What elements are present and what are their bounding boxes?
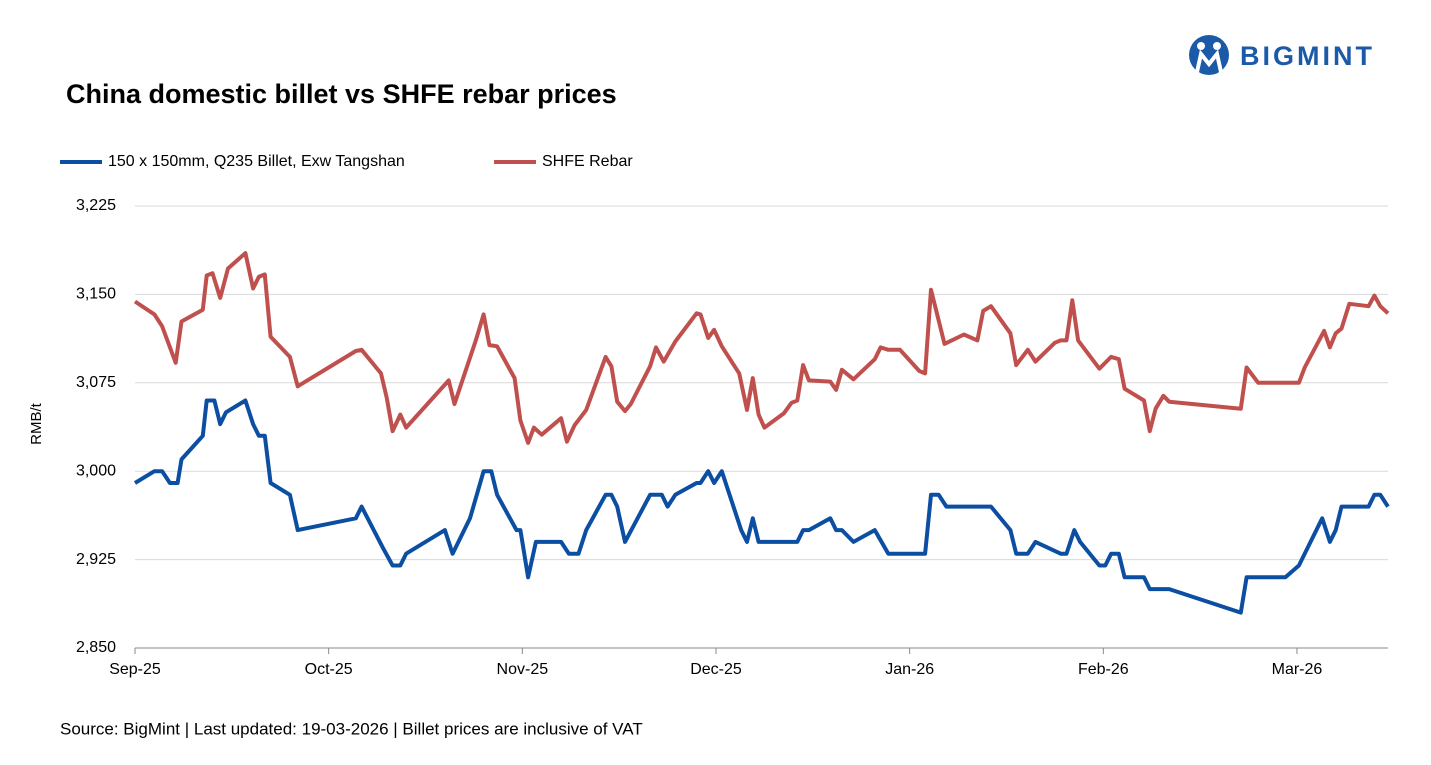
logo: BIGMINT [1189,35,1375,75]
y-tick-label: 3,000 [76,462,116,479]
logo-icon-dot [1213,42,1221,50]
x-tick-label: Mar-26 [1272,661,1323,678]
logo-icon-m [1195,49,1223,73]
series-line [133,251,1390,445]
logo-icon-dot [1197,42,1205,50]
series-line [133,398,1390,615]
source-note: Source: BigMint | Last updated: 19-03-20… [60,719,643,738]
y-tick-label: 3,150 [76,286,116,303]
brand: BIGMINT [1240,41,1375,71]
y-tick-label: 3,225 [76,197,116,214]
y-tick-label: 3,075 [76,374,116,391]
x-tick-label: Feb-26 [1078,661,1129,678]
y-tick-label: 2,925 [76,551,116,568]
legend-label: 150 x 150mm, Q235 Billet, Exw Tangshan [108,153,405,170]
legend-label: SHFE Rebar [542,153,633,170]
x-tick-label: Nov-25 [497,661,549,678]
x-tick-label: Dec-25 [690,661,742,678]
y-tick-label: 2,850 [76,639,116,656]
x-tick-label: Jan-26 [885,661,934,678]
x-tick-label: Sep-25 [109,661,161,678]
logo-icon [1189,35,1229,75]
y-axis-label: RMB/t [28,402,45,445]
chart-title: China domestic billet vs SHFE rebar pric… [66,79,617,109]
x-tick-label: Oct-25 [305,661,353,678]
